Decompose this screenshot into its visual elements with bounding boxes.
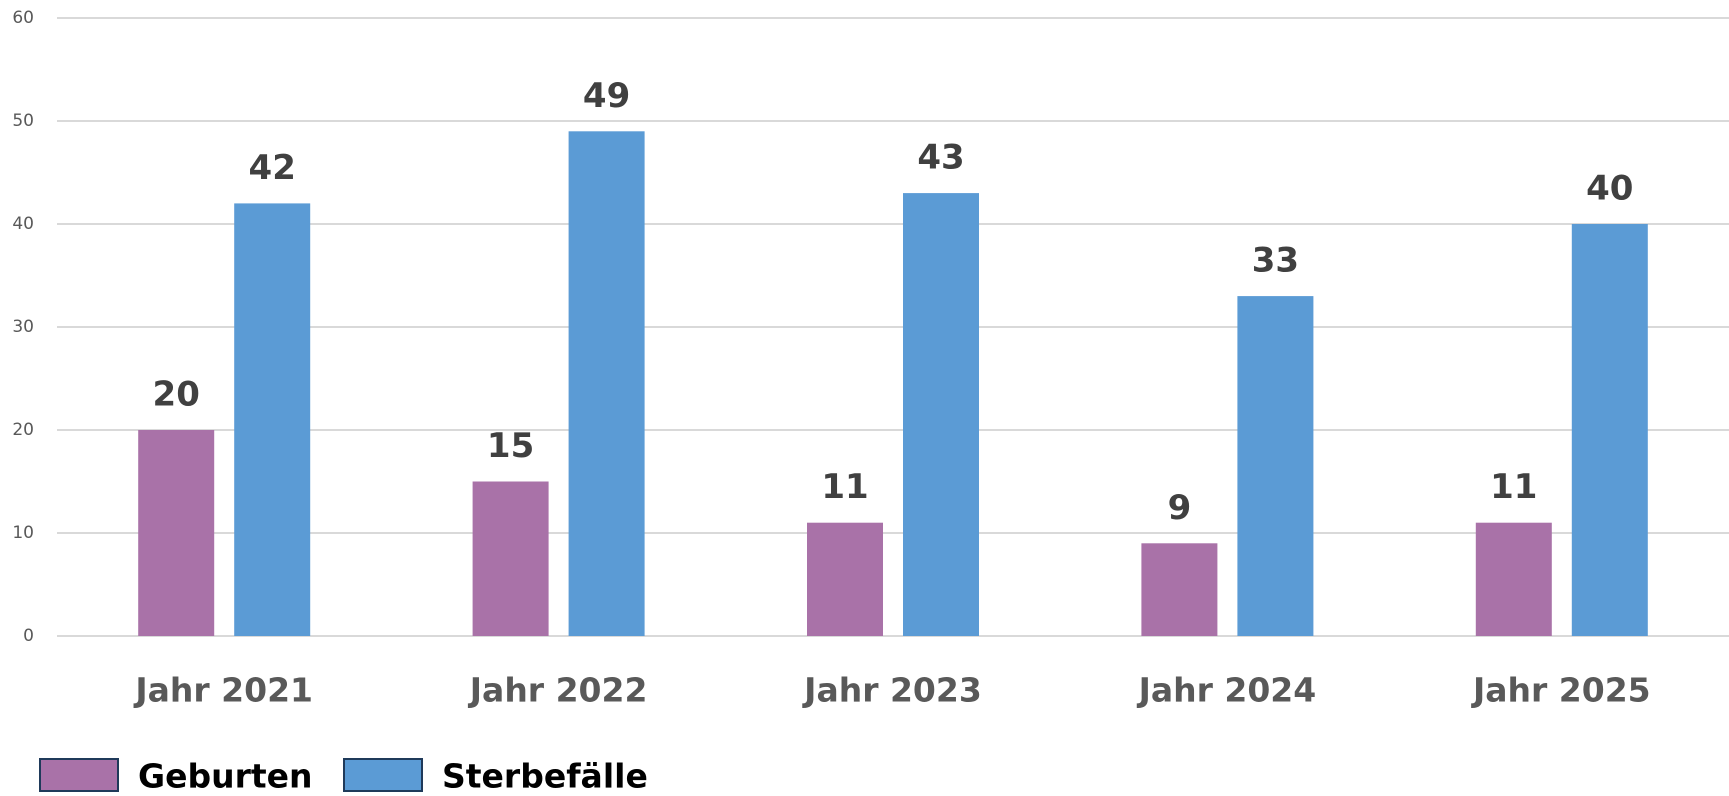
data-label: 20: [153, 375, 200, 415]
y-tick-label: 0: [23, 626, 34, 646]
data-label: 11: [1490, 467, 1537, 507]
data-label: 40: [1586, 169, 1633, 209]
legend-label: Geburten: [138, 757, 313, 796]
legend-label: Sterbefälle: [442, 757, 648, 796]
y-tick-label: 50: [12, 111, 34, 131]
y-tick-label: 20: [12, 420, 34, 440]
bar: [568, 131, 645, 637]
bar: [472, 481, 549, 636]
bar: [1475, 522, 1552, 636]
legend-swatch: [39, 758, 119, 792]
bar: [138, 430, 215, 636]
bar: [1571, 224, 1648, 636]
data-label: 49: [583, 76, 630, 116]
bar: [1237, 296, 1314, 636]
y-tick-label: 30: [12, 317, 34, 337]
data-label: 43: [917, 138, 964, 178]
x-tick-label: Jahr 2024: [1137, 671, 1317, 710]
data-label: 33: [1252, 241, 1299, 281]
x-tick-label: Jahr 2022: [468, 671, 648, 710]
x-tick-label: Jahr 2023: [802, 671, 982, 710]
data-label: 15: [487, 426, 534, 466]
data-label: 11: [821, 467, 868, 507]
bar: [234, 203, 311, 636]
y-tick-label: 60: [12, 8, 34, 28]
bar: [807, 522, 883, 636]
x-tick-label: Jahr 2025: [1471, 671, 1651, 710]
data-label: 9: [1168, 488, 1192, 528]
x-tick-label: Jahr 2021: [133, 671, 313, 710]
bar: [903, 193, 979, 636]
legend-swatch: [343, 758, 423, 792]
y-tick-label: 40: [12, 214, 34, 234]
bar: [1141, 543, 1218, 636]
data-label: 42: [249, 148, 296, 188]
y-tick-label: 10: [12, 523, 34, 543]
